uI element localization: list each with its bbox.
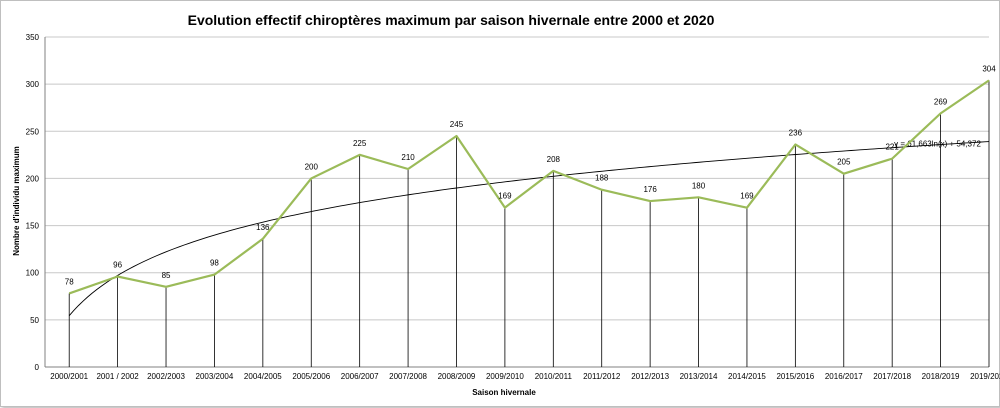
x-tick-label: 2015/2016 [776,372,814,381]
data-label: 205 [837,158,851,167]
x-tick-label: 2010/2011 [535,372,573,381]
gridlines [44,36,989,368]
y-ticks: 0 50 100 150 200 250 300 350 [26,33,40,372]
data-label: 78 [65,277,74,286]
x-tick-label: 2009/2010 [486,372,524,381]
x-tick-label: 2011/2012 [583,372,621,381]
series-line [68,79,990,295]
data-label: 85 [162,271,171,280]
x-tick-label: 2019/2020 [970,372,1000,381]
y-tick-label: 200 [26,174,40,183]
drop-lines [68,80,990,367]
data-label: 236 [789,128,803,137]
data-label: 136 [256,223,270,232]
data-label: 200 [305,162,319,171]
trendline-group: y = 61,663ln(x) + 54,372 [68,140,990,317]
x-tick-label: 2012/2013 [631,372,669,381]
data-label: 269 [934,97,948,106]
data-label: 176 [643,185,657,194]
chart-title: Evolution effectif chiroptères maximum p… [188,12,715,28]
data-label: 208 [547,155,561,164]
x-tick-label: 2007/2008 [389,372,427,381]
trendline-equation: y = 61,663ln(x) + 54,372 [894,140,981,149]
data-label: 169 [498,192,512,201]
data-label: 98 [210,259,219,268]
y-tick-label: 300 [26,80,40,89]
y-tick-label: 0 [35,363,40,372]
y-tick-label: 150 [26,222,40,231]
x-ticks: 2000/2001 2001 / 2002 2002/2003 2003/2004 20… [50,372,1000,381]
data-labels: 78 96 85 98 136 200 225 210 245 169 208 188 176 180 16… [65,64,996,286]
data-label: 188 [595,174,609,183]
data-label: 210 [401,153,415,162]
y-tick-label: 100 [26,269,40,278]
series-group [68,79,990,295]
data-label: 169 [740,192,754,201]
x-tick-label: 2014/2015 [728,372,766,381]
x-tick-label: 2001 / 2002 [96,372,139,381]
x-tick-label: 2005/2006 [292,372,330,381]
x-tick-label: 2006/2007 [341,372,379,381]
x-tick-label: 2003/2004 [196,372,234,381]
x-tick-label: 2016/2017 [825,372,863,381]
y-tick-label: 350 [26,33,40,42]
data-label: 96 [113,260,122,269]
x-axis-label: Saison hivernale [472,388,536,397]
data-label: 304 [982,64,996,73]
data-label: 245 [450,120,464,129]
data-label: 180 [692,181,706,190]
x-tick-label: 2013/2014 [680,372,718,381]
x-tick-label: 2018/2019 [922,372,960,381]
x-tick-label: 2017/2018 [873,372,911,381]
x-tick-label: 2004/2005 [244,372,282,381]
x-tick-label: 2000/2001 [50,372,88,381]
y-axis-label: Nombre d'individu maximum [12,146,21,255]
data-label: 225 [353,139,367,148]
data-label: 221 [885,143,899,152]
y-tick-label: 50 [30,316,39,325]
x-tick-label: 2002/2003 [147,372,185,381]
y-tick-label: 250 [26,127,40,136]
x-tick-label: 2008/2009 [438,372,476,381]
trendline [68,141,990,317]
